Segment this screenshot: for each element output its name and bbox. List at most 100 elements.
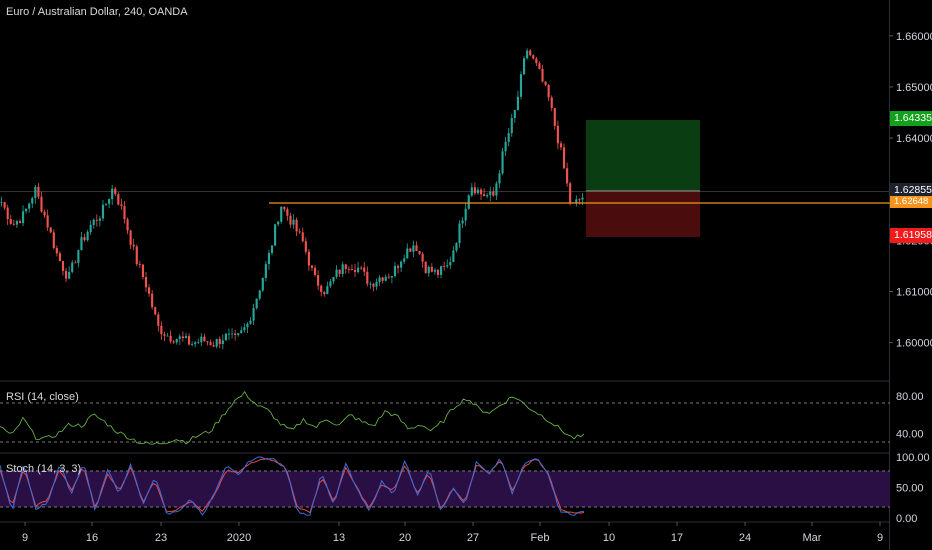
candle-body [111,188,114,200]
candle-body [381,277,384,281]
candle-body [430,266,433,272]
rsi-axis[interactable]: 80.00 40.00 [896,391,924,440]
candle-body [547,84,550,98]
candle-body [326,286,329,294]
candle-body [295,219,298,232]
candle-body [446,265,449,267]
candle-body [421,253,424,262]
candle-body [43,211,46,216]
candle-body [298,231,301,233]
candle-body [92,219,95,225]
target-price-tag: 1.64335 [890,111,932,126]
candle-body [467,195,470,209]
candle-body [578,199,581,201]
candle-body [569,183,572,203]
candle-body [390,276,393,278]
candle-body [433,269,437,272]
candle-body [403,258,406,262]
candle-body [169,335,172,342]
candle-body [338,269,341,274]
time-axis[interactable]: 9 16 23 2020 13 20 27 Feb 10 17 24 Mar 9 [22,522,883,544]
candle-body [412,245,415,252]
candle-body [353,269,357,273]
candle-body [280,206,283,222]
candle-body [329,281,332,287]
time-axis-label: 9 [22,532,28,544]
candle-body [344,264,347,269]
candle-body [237,333,240,335]
candle-body [283,206,286,210]
candle-body [519,74,523,97]
profit-zone[interactable] [586,120,700,191]
candle-body [581,197,584,200]
price-axis[interactable]: 1.660001.650001.640001.620001.610001.600… [889,31,932,350]
candle-body [28,203,31,209]
candle-body [37,186,40,197]
candle-body [304,241,307,252]
candle-body [489,191,492,196]
candle-body [160,325,163,335]
candle-body [246,323,249,328]
price-axis-label: 1.60000 [896,338,932,350]
candle-body [439,266,443,275]
candle-body [541,68,544,82]
candle-body [436,269,440,275]
price-axis-label: 1.66000 [896,31,932,43]
candle-body [384,276,387,281]
candle-body [191,344,194,345]
candle-body [144,277,148,288]
stoch-axis[interactable]: 100.00 50.00 0.00 [896,452,930,525]
candle-body [243,327,246,331]
candle-body [553,108,556,126]
candle-body [147,287,151,294]
candle-body [212,345,215,347]
candle-body [270,245,274,253]
candle-body [458,223,461,244]
stoch-axis-label: 50.00 [896,483,924,495]
candle-body [292,219,295,225]
candle-body [261,277,264,291]
candle-body [221,340,224,344]
candle-body [95,219,98,221]
candle-body [181,336,184,339]
candle-body [166,335,169,337]
candle-body [513,109,516,118]
candle-body [317,275,320,286]
candle-body [71,262,74,273]
candle-body [369,283,372,285]
candle-body [21,211,25,224]
candle-body [83,237,86,241]
rsi-line [0,390,585,445]
candle-body [529,50,532,56]
candle-body [224,333,227,341]
candle-body [538,63,541,69]
candle-body [249,320,252,324]
candle-body [415,245,418,251]
candle-body [55,247,58,254]
candle-body [406,248,409,259]
rsi-axis-label: 80.00 [896,391,924,403]
candle-body [6,207,9,219]
candle-body [77,250,80,263]
candle-body [372,283,375,287]
loss-zone[interactable] [586,191,700,237]
candle-body [427,266,430,274]
candle-body [507,133,510,142]
candle-body [141,264,145,278]
candle-body [187,336,191,345]
candle-body [486,195,489,197]
candle-body [575,199,578,203]
candle-body [200,336,203,343]
candle-body [89,224,92,232]
candle-body [550,97,553,109]
stoch-axis-label: 100.00 [896,452,930,464]
chart-title: Euro / Australian Dollar, 240, OANDA [6,6,188,18]
candle-body [252,308,255,321]
candle-body [114,188,117,195]
candle-body [15,221,18,225]
candle-body [347,268,350,270]
orange-line-price-tag: 1.62648 [890,196,932,208]
candle-body [400,261,403,268]
candle-body [341,264,344,274]
